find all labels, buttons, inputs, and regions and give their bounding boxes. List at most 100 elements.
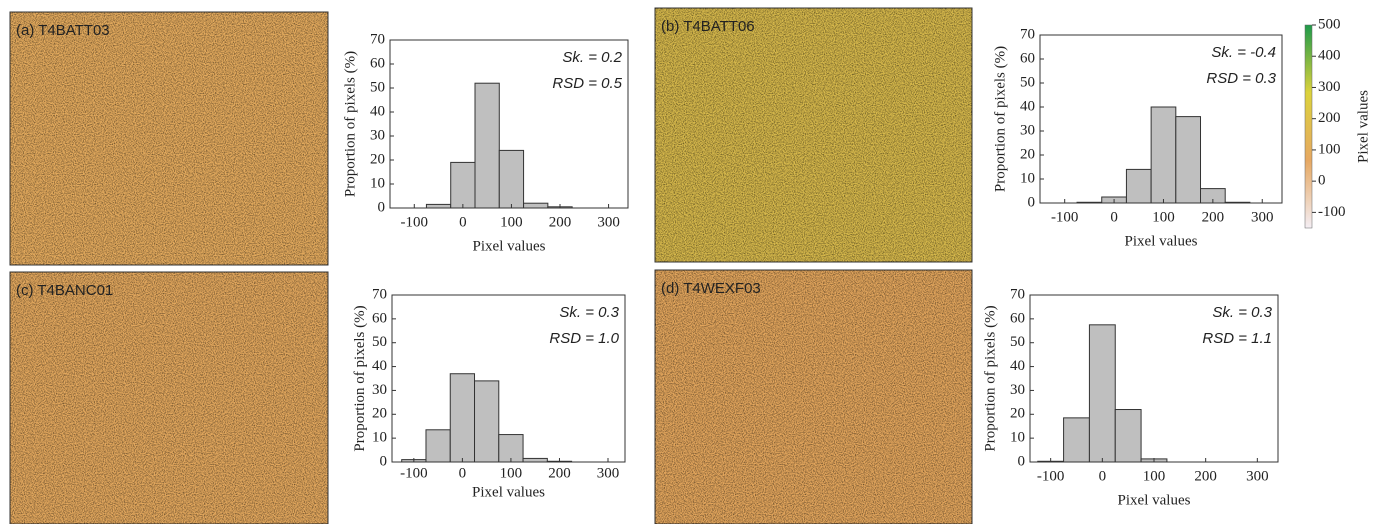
- colorbar-tick-label: 100: [1318, 141, 1341, 157]
- y-tick-label: 0: [1018, 453, 1026, 469]
- histogram-bar: [474, 82, 500, 209]
- histogram-bar: [425, 203, 452, 209]
- histogram-bar: [1114, 409, 1142, 463]
- y-tick-label: 50: [370, 79, 385, 95]
- x-tick-label: 200: [548, 465, 571, 481]
- y-tick-label: 10: [1010, 430, 1025, 446]
- y-tick-label: 70: [1010, 286, 1025, 302]
- image-label: (d) T4WEXF03: [661, 280, 761, 297]
- histogram-bar: [425, 429, 451, 463]
- image-texture: [10, 272, 328, 524]
- colorbar-tick-label: 0: [1318, 173, 1326, 189]
- x-axis-label: Pixel values: [1118, 492, 1191, 508]
- y-tick-label: 20: [372, 406, 387, 422]
- y-tick-label: 10: [1020, 170, 1035, 186]
- y-tick-label: 0: [380, 453, 388, 469]
- y-tick-label: 20: [1020, 146, 1035, 162]
- y-tick-label: 30: [1010, 382, 1025, 398]
- x-tick-label: -100: [1037, 468, 1065, 484]
- image-texture: [10, 12, 328, 265]
- histogram-bar: [498, 149, 525, 209]
- y-tick-label: 50: [372, 334, 387, 350]
- y-tick-label: 20: [370, 151, 385, 167]
- x-tick-label: 0: [459, 465, 467, 481]
- image-label: (a) T4BATT03: [16, 22, 110, 39]
- annotation: RSD = 1.1: [1202, 330, 1272, 347]
- histogram-bar: [1125, 168, 1152, 204]
- image-label: (b) T4BATT06: [661, 18, 755, 35]
- image-texture: [655, 8, 972, 262]
- y-tick-label: 30: [370, 127, 385, 143]
- histogram-bar: [1175, 116, 1202, 204]
- colorbar-tick-label: 400: [1318, 48, 1341, 64]
- x-tick-label: -100: [1051, 209, 1079, 225]
- y-axis-label: Proportion of pixels (%): [992, 46, 1008, 192]
- x-tick-label: 200: [1202, 209, 1225, 225]
- colorbar-tick-label: 300: [1318, 79, 1341, 95]
- x-axis-label: Pixel values: [1125, 233, 1198, 249]
- y-tick-label: 60: [1010, 310, 1025, 326]
- y-tick-label: 50: [1010, 334, 1025, 350]
- annotation: RSD = 0.5: [552, 75, 622, 92]
- annotation: Sk. = -0.4: [1211, 44, 1276, 61]
- histogram-bar: [498, 434, 524, 463]
- plot-frame: [391, 294, 626, 463]
- x-axis-label: Pixel values: [472, 485, 545, 501]
- y-tick-label: 70: [370, 31, 385, 47]
- x-axis-label: Pixel values: [473, 238, 546, 254]
- x-tick-label: -100: [401, 214, 429, 230]
- x-tick-label: 300: [597, 465, 620, 481]
- y-tick-label: 0: [378, 199, 386, 215]
- y-tick-label: 50: [1020, 74, 1035, 90]
- colorbar-tick-label: 500: [1318, 16, 1341, 32]
- y-tick-label: 60: [370, 55, 385, 71]
- colorbar-label: Pixel values: [1355, 90, 1371, 163]
- y-axis-label: Proportion of pixels (%): [352, 305, 368, 451]
- histogram-bar: [1063, 417, 1090, 463]
- y-tick-label: 0: [1028, 194, 1036, 210]
- y-axis-label: Proportion of pixels (%): [342, 51, 358, 197]
- x-tick-label: 300: [1246, 468, 1269, 484]
- y-tick-label: 70: [1020, 26, 1035, 42]
- histogram-bar: [523, 202, 549, 209]
- x-tick-label: 0: [1099, 468, 1107, 484]
- y-tick-label: 30: [372, 382, 387, 398]
- x-tick-label: -100: [400, 465, 428, 481]
- histogram-bar: [450, 161, 476, 209]
- y-tick-label: 10: [372, 430, 387, 446]
- x-tick-label: 100: [500, 465, 523, 481]
- annotation: RSD = 0.3: [1206, 70, 1276, 87]
- x-tick-label: 300: [597, 214, 620, 230]
- y-tick-label: 30: [1020, 122, 1035, 138]
- histogram-bar: [449, 373, 476, 463]
- plot-frame: [1039, 34, 1283, 204]
- annotation: RSD = 1.0: [549, 330, 619, 347]
- annotation: Sk. = 0.3: [1212, 304, 1272, 321]
- x-tick-label: 100: [1152, 209, 1175, 225]
- x-tick-label: 0: [459, 214, 467, 230]
- annotation: Sk. = 0.3: [559, 304, 619, 321]
- colorbar-tick-label: -100: [1318, 204, 1346, 220]
- y-tick-label: 10: [370, 175, 385, 191]
- histogram-bar: [474, 380, 500, 463]
- x-tick-label: 0: [1110, 209, 1118, 225]
- y-tick-label: 60: [372, 310, 387, 326]
- histogram-bar: [1150, 106, 1177, 204]
- image-label: (c) T4BANC01: [16, 282, 113, 299]
- x-tick-label: 200: [1194, 468, 1217, 484]
- y-tick-label: 40: [1010, 358, 1025, 374]
- x-tick-label: 100: [1143, 468, 1166, 484]
- histogram-bar: [1088, 324, 1116, 463]
- y-tick-label: 20: [1010, 406, 1025, 422]
- plot-frame: [389, 39, 629, 209]
- y-axis-label: Proportion of pixels (%): [982, 305, 998, 451]
- y-tick-label: 70: [372, 286, 387, 302]
- x-tick-label: 300: [1251, 209, 1274, 225]
- colorbar-tick-label: 200: [1318, 110, 1341, 126]
- y-tick-label: 40: [370, 103, 385, 119]
- y-tick-label: 40: [372, 358, 387, 374]
- annotation: Sk. = 0.2: [562, 49, 622, 66]
- image-texture: [655, 270, 972, 524]
